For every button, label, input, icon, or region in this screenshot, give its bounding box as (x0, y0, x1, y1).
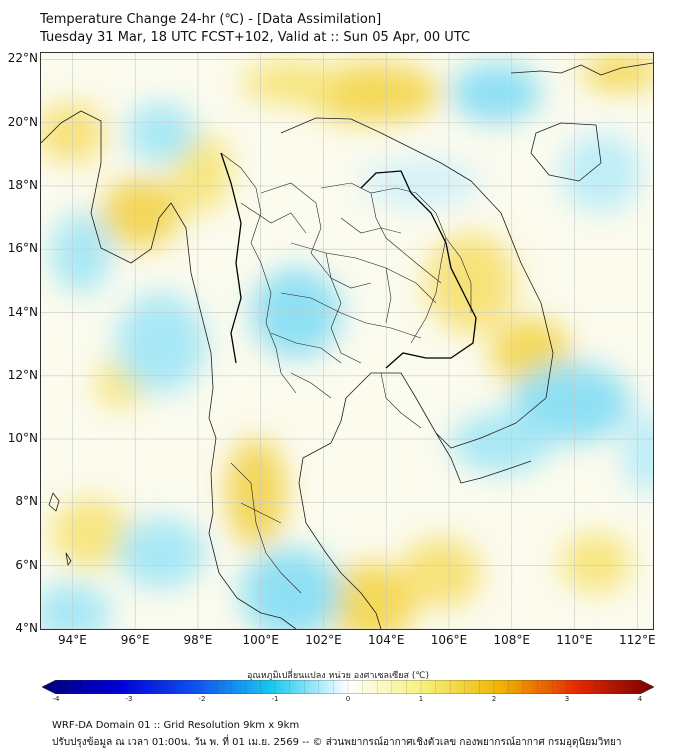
colorbar-tick-label: 0 (345, 695, 351, 703)
coastlines (41, 62, 653, 629)
colorbar-tick-label: -3 (125, 695, 133, 703)
latitude-label: 16°N (7, 241, 38, 256)
longitude-label: 108°E (493, 633, 531, 647)
colorbar-tick-label: -2 (198, 695, 206, 703)
colorbar-gradient (42, 680, 654, 694)
latitude-label: 10°N (7, 431, 38, 446)
latitude-label: 20°N (7, 114, 38, 129)
colorbar-tick-label: -4 (52, 695, 60, 703)
colorbar-ticks (55, 680, 641, 694)
colorbar-tick-label: 3 (564, 695, 570, 703)
longitude-label: 110°E (556, 633, 593, 647)
colorbar-tick-label: 2 (491, 695, 497, 703)
latitude-label: 4°N (15, 621, 38, 635)
latitude-label: 6°N (15, 557, 38, 572)
colorbar-tick-label: 4 (637, 695, 643, 703)
latitude-label: 14°N (7, 304, 38, 319)
chart-title: Temperature Change 24-hr (℃) - [Data Ass… (40, 12, 382, 27)
longitude-label: 102°E (305, 633, 342, 647)
longitude-label: 96°E (120, 633, 150, 647)
map-panel[interactable] (40, 52, 654, 630)
latitude-label: 22°N (7, 51, 38, 66)
latitude-label: 18°N (7, 177, 38, 192)
copyright-note: ปรับปรุงข้อมูล ณ เวลา 01:00น. วัน พ. ที่… (52, 737, 622, 748)
longitude-label: 112°E (619, 633, 656, 647)
longitude-label: 100°E (242, 633, 279, 647)
temperature-field (41, 55, 653, 629)
province-borders (220, 152, 472, 594)
longitude-label: 106°E (430, 633, 468, 647)
chart-subtitle: Tuesday 31 Mar, 18 UTC FCST+102, Valid a… (40, 30, 471, 45)
colorbar (42, 680, 654, 694)
graticule (41, 53, 653, 629)
colorbar-label: อุณหภูมิเปลี่ยนแปลง หน่วย องศาเซลเซียส (… (246, 671, 430, 681)
latitude-label: 8°N (15, 494, 38, 509)
longitude-label: 94°E (57, 633, 87, 647)
longitude-label: 98°E (183, 633, 213, 647)
temperature-map (41, 53, 653, 629)
country-borders (220, 152, 477, 369)
longitude-label: 104°E (367, 633, 405, 647)
model-info: WRF-DA Domain 01 :: Grid Resolution 9km … (52, 720, 300, 731)
colorbar-tick-label: -1 (271, 695, 279, 703)
colorbar-tick-label: 1 (418, 695, 424, 703)
latitude-label: 12°N (7, 367, 38, 382)
